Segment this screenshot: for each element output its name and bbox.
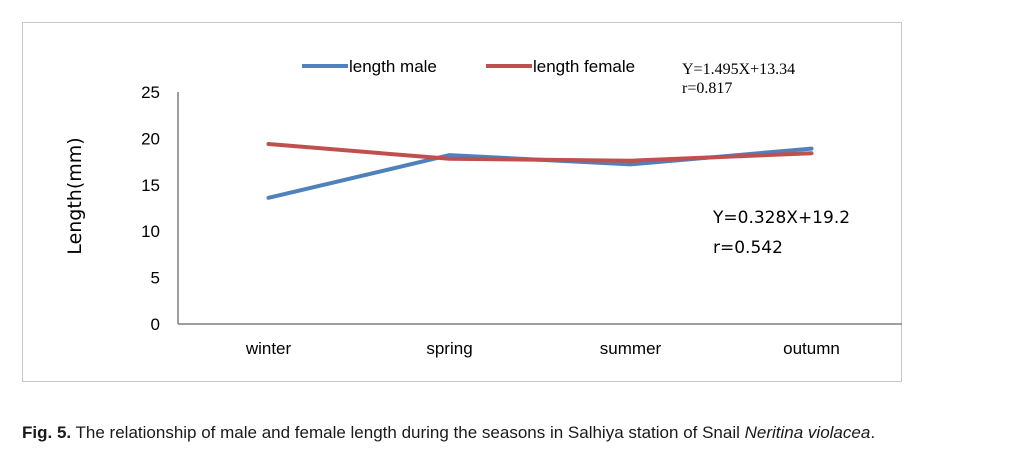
x-tick-label: spring (426, 339, 472, 358)
chart-axes (177, 92, 902, 325)
data-point (268, 197, 269, 199)
y-tick-label: 0 (151, 315, 160, 334)
data-point (449, 158, 450, 160)
series-lines (266, 142, 814, 200)
y-tick-label: 5 (151, 269, 160, 288)
annotation-r-value: r=0.817 (682, 80, 732, 97)
data-point (449, 154, 450, 156)
annotation-equation: Y=0.328X+19.2 (712, 208, 850, 228)
y-tick-label: 20 (141, 129, 160, 148)
data-point (630, 160, 631, 162)
data-point (811, 148, 812, 150)
legend-label-male: length male (349, 57, 437, 76)
line-chart: 0 5 10 15 20 25 winter spring summer outumn Leng… (64, 57, 902, 358)
figure-caption: Fig. 5. The relationship of male and fem… (22, 423, 875, 443)
caption-end: . (870, 423, 876, 442)
caption-label: Fig. 5. (22, 423, 72, 442)
annotation-r-value: r=0.542 (713, 238, 783, 258)
regression-annotation-male: Y=1.495X+13.34 r=0.817 (682, 61, 795, 97)
data-point (811, 152, 812, 154)
regression-annotation-female: Y=0.328X+19.2 r=0.542 (712, 208, 850, 258)
caption-species: Neritina violacea (744, 423, 871, 442)
chart-frame (22, 22, 902, 382)
data-point (268, 143, 269, 145)
series-line-female (266, 142, 814, 163)
data-point (630, 163, 631, 165)
x-tick-labels: winter spring summer outumn (245, 339, 840, 358)
y-axis-label: Length(mm) (64, 137, 86, 254)
chart-legend: length male length female (302, 57, 635, 76)
y-tick-label: 10 (141, 222, 160, 241)
legend-label-female: length female (533, 57, 635, 76)
annotation-equation: Y=1.495X+13.34 (682, 61, 795, 78)
y-tick-label: 15 (141, 176, 160, 195)
x-tick-label: summer (600, 339, 662, 358)
y-tick-labels: 0 5 10 15 20 25 (141, 83, 160, 334)
y-tick-label: 25 (141, 83, 160, 102)
caption-text: The relationship of male and female leng… (71, 423, 745, 442)
x-tick-label: outumn (783, 339, 840, 358)
x-tick-label: winter (245, 339, 292, 358)
